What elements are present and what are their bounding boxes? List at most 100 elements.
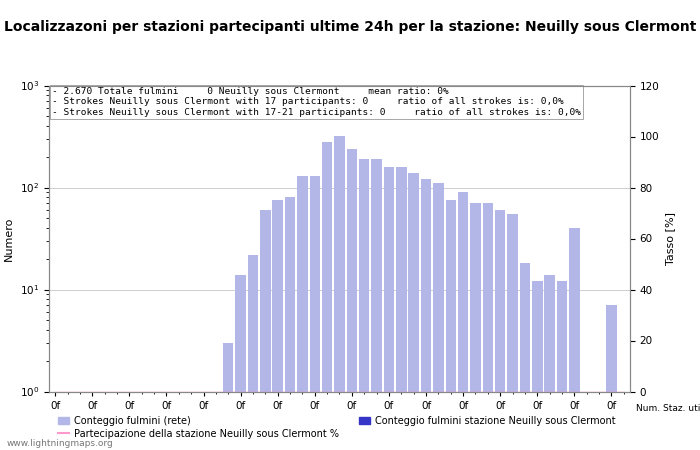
Bar (211, 392, 221, 450)
Bar (482, 203, 493, 450)
Bar (619, 392, 629, 450)
Bar (582, 392, 592, 450)
Bar (569, 392, 580, 450)
Bar (433, 392, 444, 450)
Bar (346, 148, 357, 450)
Y-axis label: Tasso [%]: Tasso [%] (665, 212, 675, 265)
Bar (532, 392, 542, 450)
Bar (384, 392, 394, 450)
Bar (149, 392, 160, 450)
Bar (235, 274, 246, 450)
Bar (594, 392, 604, 450)
Text: Localizzazoni per stazioni partecipanti ultime 24h per la stazione: Neuilly sous: Localizzazoni per stazioni partecipanti … (4, 20, 696, 34)
Bar (334, 136, 345, 450)
Bar (532, 281, 542, 450)
Text: - 2.670 Totale fulmini     0 Neuilly sous Clermont     mean ratio: 0%
- Strokes : - 2.670 Totale fulmini 0 Neuilly sous Cl… (52, 87, 581, 117)
Bar (545, 274, 555, 450)
Bar (408, 173, 419, 450)
Bar (248, 392, 258, 450)
Bar (87, 392, 97, 450)
Bar (396, 392, 407, 450)
Bar (124, 392, 134, 450)
Bar (445, 200, 456, 450)
Bar (470, 203, 481, 450)
Bar (87, 392, 97, 450)
Legend: Conteggio fulmini (rete), Partecipazione della stazione Neuilly sous Clermont %,: Conteggio fulmini (rete), Partecipazione… (54, 412, 620, 443)
Bar (470, 392, 481, 450)
Bar (371, 159, 382, 450)
Bar (519, 263, 530, 450)
Bar (508, 392, 518, 450)
Bar (298, 176, 308, 450)
Bar (594, 392, 604, 450)
Y-axis label: Numero: Numero (4, 216, 14, 261)
Bar (396, 166, 407, 450)
Bar (495, 392, 505, 450)
Bar (458, 392, 468, 450)
Bar (75, 392, 85, 450)
Bar (285, 198, 295, 450)
Bar (371, 392, 382, 450)
Bar (322, 392, 332, 450)
Bar (260, 210, 271, 450)
Bar (359, 392, 370, 450)
Bar (495, 210, 505, 450)
Bar (260, 392, 271, 450)
Bar (161, 392, 172, 450)
Bar (458, 192, 468, 450)
Bar (174, 392, 184, 450)
Bar (309, 392, 320, 450)
Bar (99, 392, 110, 450)
Bar (298, 392, 308, 450)
Bar (569, 228, 580, 450)
Bar (606, 392, 617, 450)
Bar (186, 392, 197, 450)
Bar (186, 392, 197, 450)
Bar (272, 392, 283, 450)
Bar (545, 392, 555, 450)
Bar (149, 392, 160, 450)
Bar (62, 392, 73, 450)
Bar (582, 392, 592, 450)
Bar (482, 392, 493, 450)
Bar (421, 392, 431, 450)
Bar (248, 255, 258, 450)
Bar (50, 392, 60, 450)
Bar (433, 183, 444, 450)
Bar (606, 305, 617, 450)
Bar (124, 392, 134, 450)
Text: www.lightningmaps.org: www.lightningmaps.org (7, 439, 113, 448)
Bar (346, 392, 357, 450)
Bar (272, 200, 283, 450)
Bar (161, 392, 172, 450)
Bar (421, 180, 431, 450)
Bar (198, 392, 209, 450)
Text: Num. Staz. utilizzate: Num. Staz. utilizzate (636, 404, 700, 413)
Bar (556, 281, 567, 450)
Bar (50, 392, 60, 450)
Bar (508, 214, 518, 450)
Bar (519, 392, 530, 450)
Bar (112, 392, 122, 450)
Bar (309, 176, 320, 450)
Bar (285, 392, 295, 450)
Bar (334, 392, 345, 450)
Bar (445, 392, 456, 450)
Bar (75, 392, 85, 450)
Bar (198, 392, 209, 450)
Bar (556, 392, 567, 450)
Bar (223, 392, 234, 450)
Bar (112, 392, 122, 450)
Bar (384, 166, 394, 450)
Bar (174, 392, 184, 450)
Bar (136, 392, 147, 450)
Bar (211, 392, 221, 450)
Bar (99, 392, 110, 450)
Bar (136, 392, 147, 450)
Bar (62, 392, 73, 450)
Bar (235, 392, 246, 450)
Bar (223, 343, 234, 450)
Bar (408, 392, 419, 450)
Bar (322, 142, 332, 450)
Bar (359, 159, 370, 450)
